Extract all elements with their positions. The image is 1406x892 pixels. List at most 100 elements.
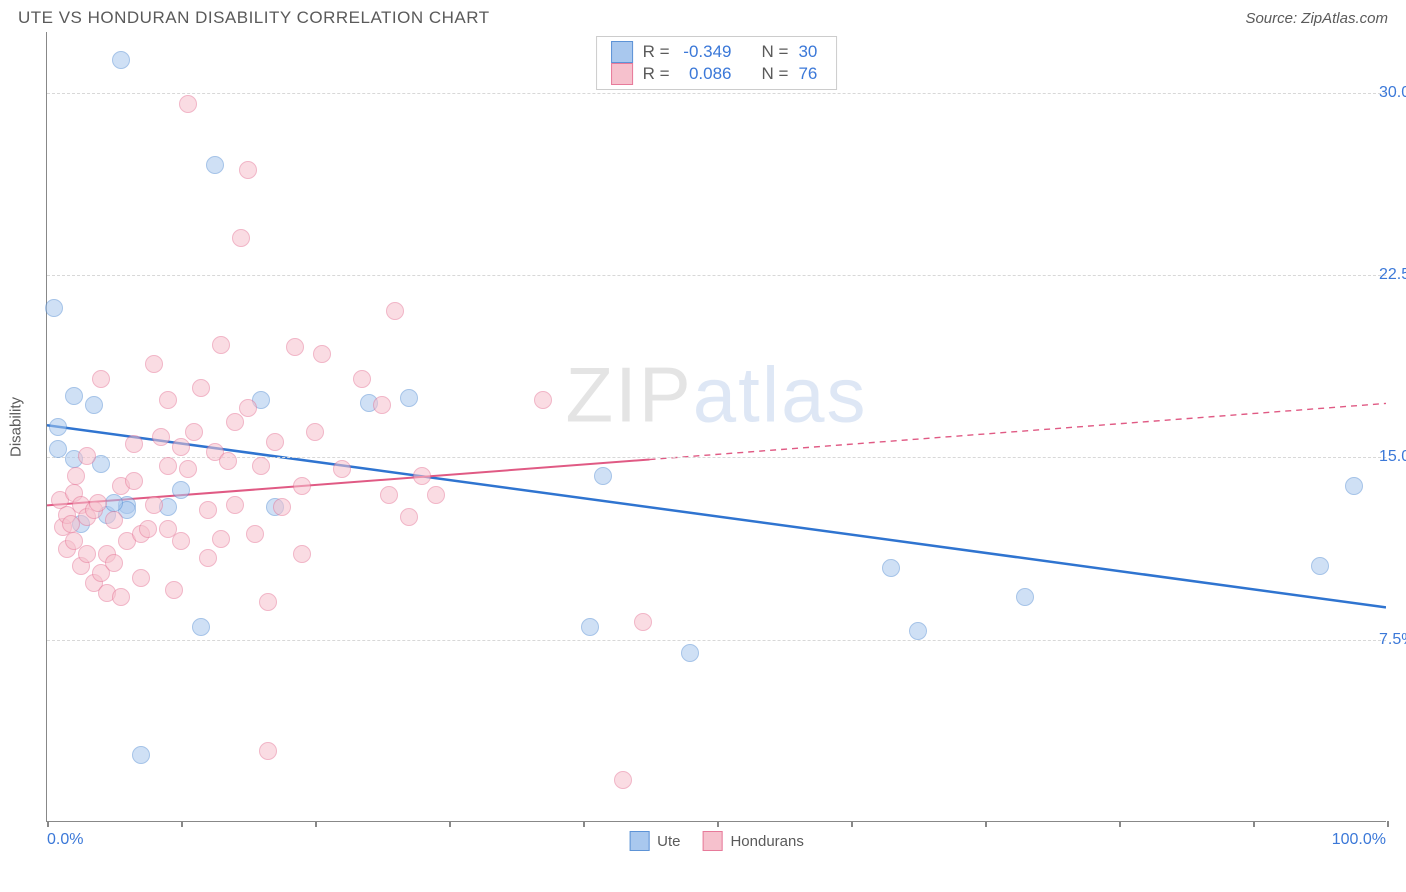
data-point: [105, 511, 123, 529]
data-point: [125, 472, 143, 490]
data-point: [105, 554, 123, 572]
trendline-dashed: [650, 403, 1386, 459]
y-tick-label: 7.5%: [1379, 631, 1406, 649]
data-point: [78, 545, 96, 563]
chart-title: UTE VS HONDURAN DISABILITY CORRELATION C…: [18, 8, 490, 28]
legend-label: Ute: [657, 833, 680, 850]
data-point: [252, 457, 270, 475]
x-tick: [583, 821, 585, 827]
data-point: [380, 486, 398, 504]
data-point: [386, 302, 404, 320]
stats-swatch: [611, 63, 633, 85]
watermark-part1: ZIP: [565, 350, 692, 438]
data-point: [212, 336, 230, 354]
stats-n-value: 30: [798, 42, 822, 62]
data-point: [400, 508, 418, 526]
gridline: [47, 640, 1386, 641]
legend-swatch: [702, 831, 722, 851]
watermark: ZIPatlas: [565, 349, 867, 440]
data-point: [882, 559, 900, 577]
data-point: [212, 530, 230, 548]
data-point: [199, 501, 217, 519]
data-point: [132, 746, 150, 764]
data-point: [266, 433, 284, 451]
y-tick-label: 22.5%: [1379, 266, 1406, 284]
data-point: [65, 387, 83, 405]
data-point: [125, 435, 143, 453]
stats-n-value: 76: [798, 64, 822, 84]
data-point: [49, 418, 67, 436]
data-point: [313, 345, 331, 363]
data-point: [145, 496, 163, 514]
y-tick-label: 15.0%: [1379, 448, 1406, 466]
data-point: [152, 428, 170, 446]
legend-item: Ute: [629, 831, 680, 851]
data-point: [293, 545, 311, 563]
data-point: [139, 520, 157, 538]
watermark-part2: atlas: [693, 350, 868, 438]
gridline: [47, 275, 1386, 276]
correlation-stats-box: R =-0.349N =30R =0.086N =76: [596, 36, 838, 90]
data-point: [581, 618, 599, 636]
gridline: [47, 457, 1386, 458]
data-point: [293, 477, 311, 495]
x-tick: [717, 821, 719, 827]
stats-row: R =0.086N =76: [611, 63, 823, 85]
data-point: [594, 467, 612, 485]
data-point: [259, 742, 277, 760]
data-point: [232, 229, 250, 247]
trendline-solid: [47, 425, 1386, 607]
data-point: [45, 299, 63, 317]
legend-swatch: [629, 831, 649, 851]
x-tick: [1387, 821, 1389, 827]
series-legend: Ute Hondurans: [629, 831, 804, 851]
data-point: [172, 532, 190, 550]
data-point: [1345, 477, 1363, 495]
data-point: [92, 370, 110, 388]
data-point: [259, 593, 277, 611]
stats-r-label: R =: [643, 42, 670, 62]
legend-item: Hondurans: [702, 831, 803, 851]
data-point: [185, 423, 203, 441]
data-point: [614, 771, 632, 789]
data-point: [206, 156, 224, 174]
data-point: [534, 391, 552, 409]
data-point: [226, 413, 244, 431]
data-point: [239, 161, 257, 179]
data-point: [333, 460, 351, 478]
x-tick: [181, 821, 183, 827]
data-point: [85, 396, 103, 414]
chart-container: Disability ZIPatlas R =-0.349N =30R =0.0…: [18, 32, 1388, 822]
data-point: [159, 391, 177, 409]
data-point: [165, 581, 183, 599]
data-point: [413, 467, 431, 485]
data-point: [353, 370, 371, 388]
data-point: [1311, 557, 1329, 575]
plot-area: ZIPatlas R =-0.349N =30R =0.086N =76 0.0…: [46, 32, 1386, 822]
stats-r-value: -0.349: [680, 42, 732, 62]
gridline: [47, 93, 1386, 94]
stats-row: R = -0.349 N = 30: [611, 41, 823, 63]
data-point: [172, 481, 190, 499]
stats-n-label: N =: [762, 64, 789, 84]
data-point: [105, 494, 123, 512]
stats-n-label: N =: [762, 42, 789, 62]
data-point: [49, 440, 67, 458]
x-tick: [47, 821, 49, 827]
data-point: [219, 452, 237, 470]
x-tick: [985, 821, 987, 827]
data-point: [400, 389, 418, 407]
data-point: [67, 467, 85, 485]
data-point: [1016, 588, 1034, 606]
x-tick: [449, 821, 451, 827]
chart-header: UTE VS HONDURAN DISABILITY CORRELATION C…: [0, 0, 1406, 32]
data-point: [909, 622, 927, 640]
stats-swatch: [611, 41, 633, 63]
data-point: [239, 399, 257, 417]
data-point: [112, 588, 130, 606]
y-axis-label: Disability: [8, 397, 25, 457]
data-point: [306, 423, 324, 441]
data-point: [286, 338, 304, 356]
data-point: [159, 457, 177, 475]
data-point: [273, 498, 291, 516]
